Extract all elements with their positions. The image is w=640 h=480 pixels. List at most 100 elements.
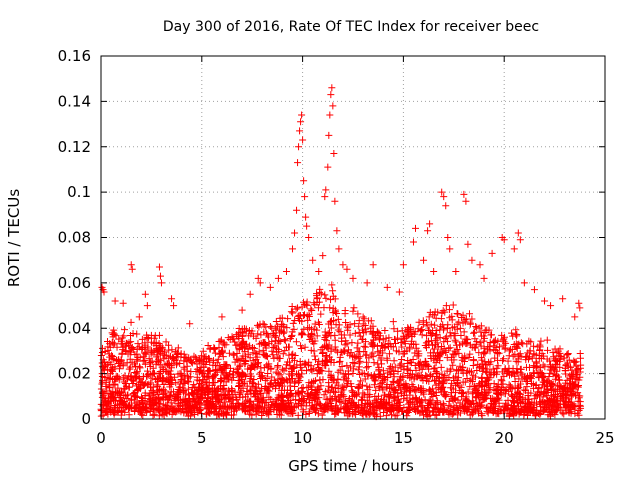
data-point	[280, 367, 288, 375]
data-point	[281, 337, 289, 345]
data-point	[536, 343, 544, 351]
data-point	[310, 365, 318, 373]
data-point	[295, 314, 303, 322]
data-point	[192, 354, 200, 362]
data-point	[476, 362, 484, 370]
data-point	[461, 335, 469, 343]
data-point	[437, 384, 445, 392]
data-point	[448, 312, 456, 320]
data-point	[109, 393, 117, 401]
data-point	[125, 383, 133, 391]
data-point	[504, 357, 512, 365]
data-point	[491, 407, 499, 415]
data-point	[558, 409, 566, 417]
data-point	[355, 322, 363, 330]
data-point	[317, 310, 325, 318]
data-point	[506, 410, 514, 418]
data-point	[177, 375, 185, 383]
data-point	[370, 359, 378, 367]
data-point	[471, 344, 479, 352]
data-point	[292, 305, 300, 313]
data-point	[254, 321, 261, 329]
data-point	[147, 350, 155, 358]
data-point	[390, 335, 398, 343]
data-point	[320, 408, 328, 416]
data-point	[238, 376, 246, 384]
data-point	[127, 338, 135, 346]
data-point	[300, 394, 308, 402]
data-point	[553, 388, 561, 396]
data-point	[177, 350, 185, 358]
data-point	[500, 335, 508, 343]
data-point	[278, 314, 286, 322]
data-point	[141, 356, 149, 364]
data-point	[403, 396, 411, 404]
data-point	[261, 376, 269, 384]
data-point	[471, 385, 479, 393]
data-point	[390, 370, 398, 378]
data-point	[322, 401, 330, 409]
data-point	[198, 393, 206, 401]
data-point	[389, 343, 397, 351]
data-point	[186, 402, 194, 410]
data-point	[156, 272, 164, 280]
data-point	[220, 381, 228, 389]
data-point	[410, 375, 418, 383]
data-point	[163, 410, 171, 418]
data-point	[516, 236, 524, 244]
data-point	[212, 393, 220, 401]
data-point	[204, 408, 212, 416]
data-point	[463, 374, 471, 382]
data-point	[264, 363, 272, 371]
data-point	[353, 344, 361, 352]
data-point	[517, 369, 525, 377]
data-point	[294, 159, 302, 167]
data-point	[512, 326, 520, 334]
data-point	[125, 365, 133, 373]
data-point	[525, 363, 533, 371]
data-point	[372, 402, 380, 410]
data-point	[268, 401, 276, 409]
data-point	[254, 274, 262, 282]
data-point	[342, 375, 350, 383]
data-point	[514, 385, 522, 393]
data-point	[220, 412, 228, 420]
data-point	[143, 381, 151, 389]
data-point	[134, 340, 142, 348]
data-point	[143, 408, 151, 416]
data-point	[527, 375, 535, 383]
data-point	[505, 381, 513, 389]
data-point	[170, 388, 178, 396]
data-point	[548, 407, 556, 415]
data-point	[253, 350, 261, 358]
data-point	[311, 394, 319, 402]
data-point	[288, 331, 296, 339]
data-point	[254, 360, 262, 368]
data-point	[351, 360, 359, 368]
data-point	[271, 342, 279, 350]
data-point	[318, 411, 326, 419]
data-point	[100, 396, 108, 404]
data-point	[323, 351, 331, 359]
data-point	[136, 378, 144, 386]
data-point	[497, 406, 505, 414]
data-point	[147, 331, 155, 339]
data-point	[303, 301, 311, 309]
data-point	[144, 370, 152, 378]
data-point	[374, 329, 382, 337]
data-point	[512, 368, 520, 376]
data-point	[242, 402, 250, 410]
data-point	[520, 279, 528, 287]
data-point	[511, 393, 519, 401]
data-point	[377, 341, 385, 349]
data-point	[535, 409, 543, 417]
data-point	[300, 312, 308, 320]
data-point	[468, 256, 476, 264]
data-point	[324, 163, 332, 171]
data-point	[334, 326, 342, 334]
data-point	[537, 354, 545, 362]
data-point	[360, 405, 368, 413]
data-point	[222, 362, 230, 370]
data-point	[325, 341, 333, 349]
data-point	[499, 357, 507, 365]
